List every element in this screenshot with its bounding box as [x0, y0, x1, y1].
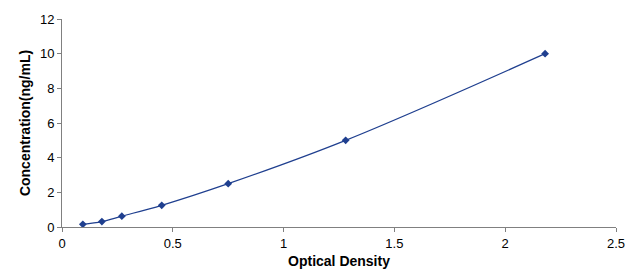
svg-text:2: 2: [47, 185, 54, 200]
svg-text:1.5: 1.5: [385, 236, 403, 251]
svg-text:4: 4: [47, 150, 54, 165]
svg-text:Optical Density: Optical Density: [288, 253, 390, 269]
svg-text:10: 10: [40, 46, 54, 61]
svg-text:Concentration(ng/mL): Concentration(ng/mL): [17, 50, 33, 196]
svg-text:0: 0: [47, 220, 54, 235]
svg-text:2: 2: [502, 236, 509, 251]
svg-text:0.5: 0.5: [164, 236, 182, 251]
svg-text:2.5: 2.5: [607, 236, 625, 251]
svg-text:6: 6: [47, 116, 54, 131]
svg-text:8: 8: [47, 81, 54, 96]
svg-text:12: 12: [40, 12, 54, 27]
svg-text:0: 0: [58, 236, 65, 251]
svg-text:1: 1: [280, 236, 287, 251]
